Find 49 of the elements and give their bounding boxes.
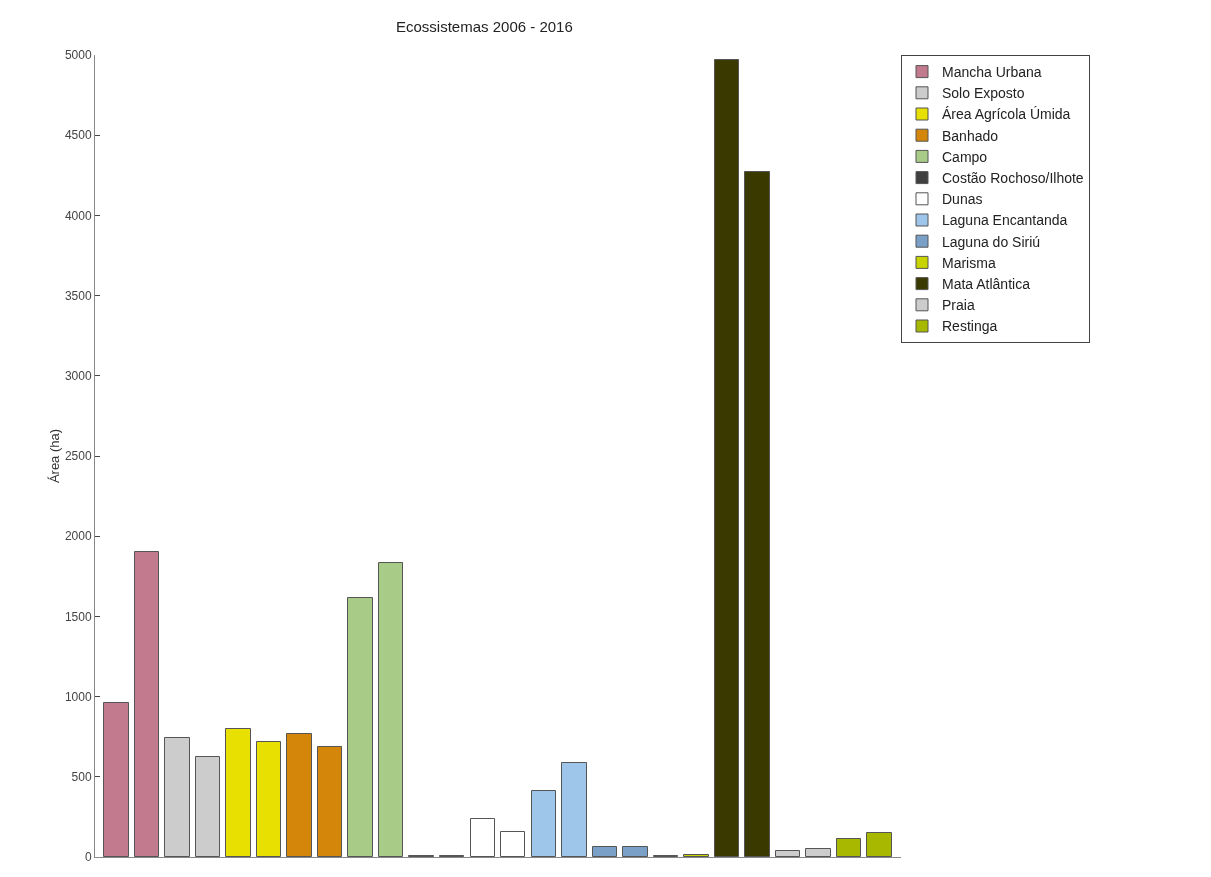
y-tick-label: 3000 [64,369,92,383]
bar [470,818,495,857]
y-tick-label: 5000 [64,48,92,63]
bar [378,562,403,857]
legend-label: Praia [942,297,975,314]
legend-label: Dunas [942,191,983,208]
bar [134,551,159,857]
y-tick-label: 1500 [64,609,92,624]
bar [164,737,190,857]
bar [561,762,587,857]
legend-label: Restinga [942,318,998,335]
bar [256,741,281,857]
legend-label: Área Agrícola Úmida [942,106,1071,123]
bar [714,59,739,857]
bar [195,756,220,857]
y-tick-label: 3500 [64,288,92,303]
bar [500,831,525,857]
bar [622,846,648,857]
legend-label: Mata Atlântica [942,276,1031,293]
bar [347,597,373,857]
bar [103,702,129,857]
bar [225,728,251,857]
y-tick-label: 500 [71,770,92,784]
y-tick-label: 0 [84,850,92,865]
bar [592,846,617,857]
y-tick-label: 4500 [64,128,92,143]
legend-label: Laguna do Siriú [942,233,1041,250]
legend-label: Campo [942,148,988,165]
bar [683,854,709,857]
bar [286,733,312,857]
legend-label: Marisma [942,254,996,271]
y-axis-title: Área (ha) [47,428,62,484]
y-tick-label: 2500 [64,449,92,464]
bar [317,746,342,857]
bar [744,171,770,857]
legend-label: Solo Exposto [942,85,1025,102]
bar [836,838,861,857]
legend-label: Laguna Encantanda [942,212,1068,229]
bar [531,790,556,857]
bar [775,850,800,857]
y-tick-label: 1000 [64,689,92,704]
chart-title: Ecossistemas 2006 - 2016 [396,18,573,36]
bar [805,848,831,857]
legend-label: Mancha Urbana [942,64,1042,81]
y-tick-label: 4000 [64,208,92,223]
legend-label: Banhado [942,127,999,144]
y-tick-label: 2000 [64,529,92,544]
legend-label: Costão Rochoso/Ilhote [942,170,1084,187]
bar [866,832,892,857]
